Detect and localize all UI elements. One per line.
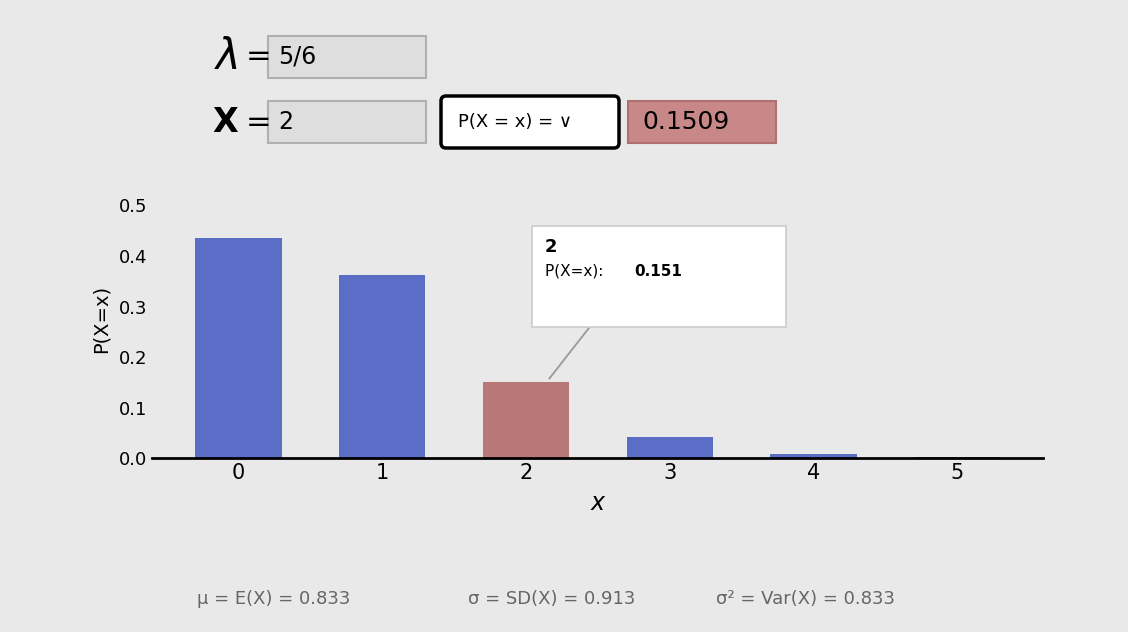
Bar — [195, 238, 282, 458]
FancyBboxPatch shape — [268, 101, 426, 143]
Bar — [626, 437, 713, 458]
X-axis label: x: x — [591, 492, 605, 515]
Text: =: = — [246, 107, 272, 137]
Text: σ² = Var(X) = 0.833: σ² = Var(X) = 0.833 — [716, 590, 896, 608]
Text: 5/6: 5/6 — [277, 45, 316, 69]
Bar — [483, 382, 570, 458]
Text: $\lambda$: $\lambda$ — [214, 36, 238, 78]
FancyBboxPatch shape — [628, 101, 776, 143]
Text: 2: 2 — [277, 110, 293, 134]
Text: =: = — [246, 42, 272, 71]
FancyBboxPatch shape — [268, 36, 426, 78]
Text: 0.151: 0.151 — [634, 264, 681, 279]
Y-axis label: P(X=x): P(X=x) — [91, 285, 111, 353]
Bar — [770, 454, 856, 458]
Bar — [340, 275, 425, 458]
Text: 0.1509: 0.1509 — [642, 110, 729, 134]
FancyBboxPatch shape — [441, 96, 619, 148]
Text: P(X = x) = ∨: P(X = x) = ∨ — [458, 113, 572, 131]
Text: σ = SD(X) = 0.913: σ = SD(X) = 0.913 — [468, 590, 635, 608]
FancyBboxPatch shape — [531, 226, 786, 327]
Text: X: X — [212, 106, 238, 138]
Text: μ = E(X) = 0.833: μ = E(X) = 0.833 — [197, 590, 351, 608]
Text: P(X=x):: P(X=x): — [545, 264, 608, 279]
Text: 2: 2 — [545, 238, 557, 256]
